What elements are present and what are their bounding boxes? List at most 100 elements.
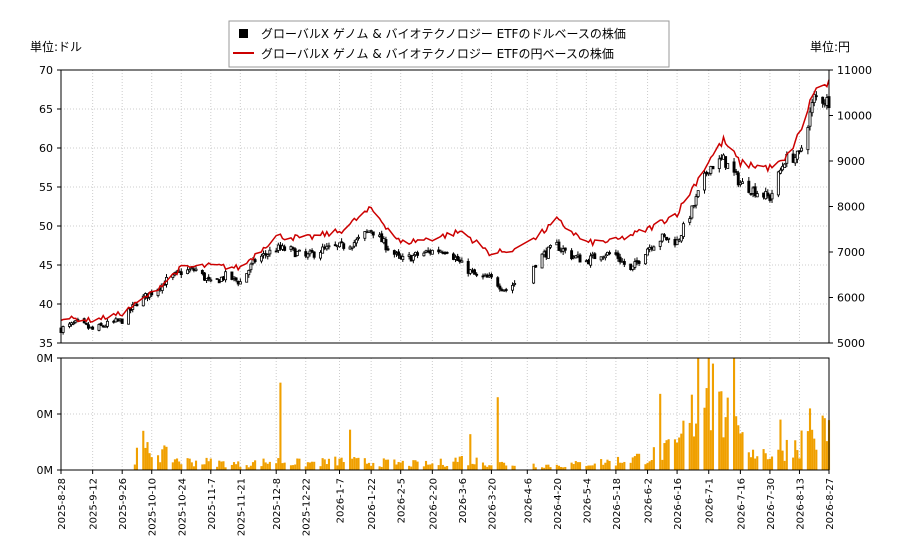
volume-bar xyxy=(633,456,636,470)
volume-bar xyxy=(382,458,385,470)
volume-bar xyxy=(268,461,271,470)
volume-bar xyxy=(705,388,708,470)
candlestick xyxy=(384,236,388,253)
candle-body xyxy=(734,170,738,173)
volume-tick-label: 0M xyxy=(37,408,54,421)
candle-body xyxy=(534,264,538,268)
candle-body xyxy=(473,269,476,275)
volume-bar xyxy=(171,462,174,470)
price-plot-area xyxy=(61,70,829,343)
candlestick xyxy=(703,169,706,194)
candlestick xyxy=(321,243,325,254)
volume-bar xyxy=(260,466,263,470)
candle-body xyxy=(268,249,272,255)
candle-body xyxy=(422,252,426,257)
candlestick xyxy=(291,246,295,252)
candle-body xyxy=(97,324,101,331)
candlestick xyxy=(430,249,434,255)
volume-bar xyxy=(471,463,474,470)
candle-body xyxy=(637,260,641,264)
candle-body xyxy=(690,205,694,219)
right-tick-label: 7000 xyxy=(837,246,865,259)
candlestick xyxy=(61,325,65,335)
volume-bar xyxy=(336,465,339,470)
candlestick xyxy=(230,271,234,281)
candlestick xyxy=(350,246,354,251)
volume-bar xyxy=(135,447,139,470)
right-axis-unit-label: 単位:円 xyxy=(810,39,850,54)
candle-body xyxy=(779,169,782,174)
candle-body xyxy=(696,190,700,197)
volume-bar xyxy=(427,464,430,470)
volume-bar xyxy=(490,465,493,470)
volume-bar xyxy=(762,449,765,470)
volume-bar xyxy=(342,462,345,470)
volume-bar xyxy=(340,457,343,470)
volume-bar xyxy=(192,466,195,470)
candle-body xyxy=(86,324,90,329)
candle-body xyxy=(274,250,278,253)
candle-body xyxy=(352,242,356,247)
candlestick xyxy=(658,240,662,251)
candle-body xyxy=(224,271,228,281)
volume-bar xyxy=(800,430,803,470)
volume-bar xyxy=(458,456,461,470)
x-tick-label: 2026-2-20 xyxy=(428,478,439,530)
candlestick xyxy=(574,255,578,259)
volume-bar xyxy=(661,459,664,470)
candlestick xyxy=(603,253,607,261)
volume-bar xyxy=(467,465,470,470)
candlestick xyxy=(753,183,757,198)
volume-bar xyxy=(393,459,396,470)
candlestick xyxy=(724,156,728,170)
candle-body xyxy=(770,192,774,200)
candlestick xyxy=(141,293,145,307)
volume-bar xyxy=(351,458,354,470)
volume-bar xyxy=(230,464,233,470)
volume-bar xyxy=(439,458,442,470)
candlestick xyxy=(386,245,390,252)
candle-body xyxy=(310,250,314,253)
candlestick xyxy=(821,96,825,108)
volume-bar xyxy=(768,458,771,470)
candle-body xyxy=(430,249,434,255)
volume-bar xyxy=(562,467,565,470)
volume-bar xyxy=(161,449,164,470)
volume-bar xyxy=(695,423,698,470)
volume-bar xyxy=(384,459,387,470)
candle-body xyxy=(540,253,544,269)
candlestick xyxy=(439,249,443,253)
volume-bar xyxy=(207,461,210,470)
volume-bar xyxy=(545,464,548,470)
volume-bar xyxy=(205,457,208,470)
volume-bar xyxy=(697,358,700,470)
volume-bar xyxy=(365,463,368,470)
left-tick-label: 60 xyxy=(39,142,53,155)
x-tick-label: 2026-3-20 xyxy=(487,478,498,530)
volume-bar xyxy=(180,464,183,470)
candlestick xyxy=(354,237,358,247)
volume-bar xyxy=(823,418,826,470)
left-tick-label: 55 xyxy=(39,181,53,194)
volume-bar xyxy=(587,465,590,470)
candle-body xyxy=(557,241,561,251)
candlestick xyxy=(793,153,797,166)
candlestick xyxy=(618,253,622,265)
candle-body xyxy=(325,245,329,250)
volume-bar xyxy=(247,467,250,470)
candlestick xyxy=(74,320,78,324)
volume-bar xyxy=(218,460,221,470)
candlestick xyxy=(103,324,107,328)
candle-body xyxy=(297,249,301,252)
candle-body xyxy=(675,239,679,246)
volume-bar xyxy=(209,458,212,470)
volume-bar xyxy=(473,464,476,470)
volume-bar xyxy=(334,456,337,470)
volume-bar xyxy=(547,464,550,470)
volume-bar xyxy=(424,460,428,470)
x-tick-label: 2026-7-1 xyxy=(705,478,716,523)
candle-body xyxy=(688,218,692,223)
candlestick xyxy=(473,268,476,275)
candlestick xyxy=(755,190,759,198)
volume-bar xyxy=(294,464,297,470)
